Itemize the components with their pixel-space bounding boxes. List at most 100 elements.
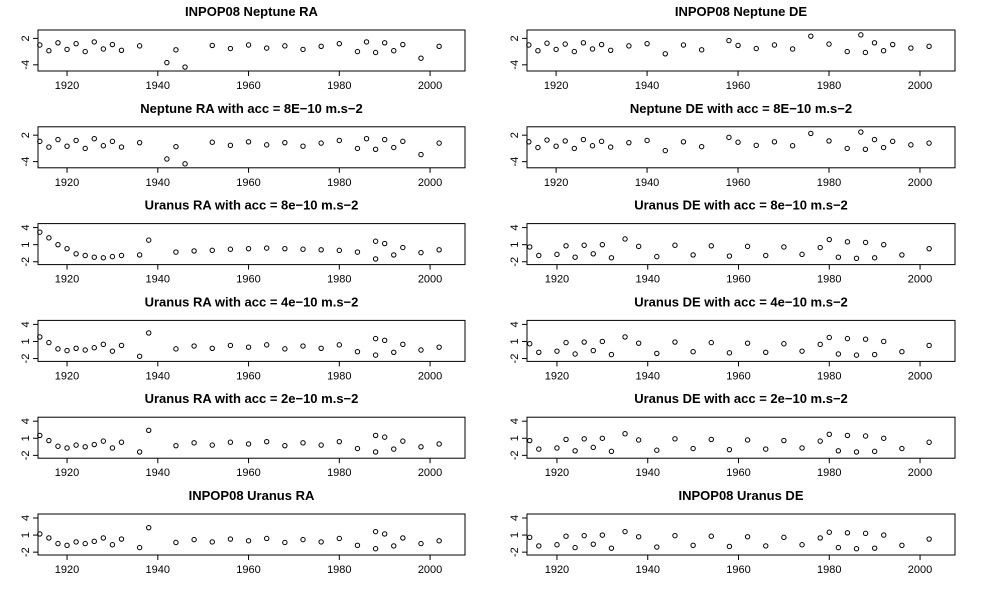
- point: [526, 42, 532, 48]
- point: [926, 140, 932, 146]
- point: [318, 140, 324, 146]
- point: [372, 528, 379, 535]
- point: [862, 433, 869, 439]
- point: [817, 244, 823, 251]
- point: [572, 448, 578, 454]
- point: [589, 46, 596, 52]
- x-tick-label: 1960: [236, 177, 260, 189]
- point: [744, 243, 751, 250]
- point: [563, 243, 569, 249]
- point: [209, 539, 215, 545]
- point: [826, 138, 832, 144]
- y-tick-label: -4: [20, 157, 32, 167]
- point: [662, 147, 668, 154]
- point: [118, 47, 125, 53]
- x-tick-label: 1980: [327, 80, 351, 92]
- point: [599, 241, 606, 248]
- point: [763, 543, 769, 549]
- x-tick-label: 1920: [55, 177, 79, 189]
- point: [354, 542, 361, 549]
- point: [535, 144, 541, 151]
- plot-frame: [37, 126, 466, 169]
- point: [844, 335, 851, 342]
- point: [400, 41, 406, 48]
- point: [400, 438, 406, 444]
- point: [881, 338, 887, 345]
- x-tick-label: 2000: [418, 80, 442, 92]
- x-tick-label: 1980: [327, 564, 351, 576]
- x-tick-label: 1940: [146, 177, 170, 189]
- point: [109, 542, 116, 548]
- x-tick-label: 1920: [544, 177, 568, 189]
- panel-title: INPOP08 Neptune DE: [675, 4, 808, 19]
- point: [808, 33, 814, 39]
- x-tick-label: 1960: [726, 564, 750, 576]
- x-tick-label: 2000: [908, 370, 932, 382]
- point: [227, 439, 234, 445]
- point: [100, 535, 107, 541]
- point: [880, 48, 887, 54]
- y-tick-label: 1: [509, 532, 521, 538]
- point: [37, 432, 43, 439]
- point: [173, 442, 179, 449]
- x-tick-label: 1960: [726, 80, 750, 92]
- point: [826, 41, 832, 47]
- point: [690, 445, 696, 452]
- point: [372, 432, 379, 439]
- point: [608, 448, 615, 455]
- point: [73, 442, 79, 448]
- panel-title: INPOP08 Uranus DE: [679, 488, 804, 503]
- point: [862, 146, 869, 152]
- x-tick-label: 1980: [327, 177, 351, 189]
- x-tick-label: 1980: [817, 274, 841, 286]
- point: [118, 144, 125, 150]
- point: [572, 351, 578, 357]
- point: [37, 42, 43, 48]
- point: [581, 436, 587, 442]
- x-tick-label: 1980: [817, 467, 841, 479]
- point: [536, 543, 542, 549]
- point: [672, 436, 678, 442]
- panel-title: Neptune RA with acc = 8E−10 m.s−2: [140, 101, 362, 116]
- point: [744, 534, 751, 540]
- point: [354, 48, 361, 55]
- point: [527, 244, 533, 250]
- point: [626, 139, 632, 146]
- point: [146, 330, 152, 336]
- point: [853, 449, 860, 455]
- point: [908, 142, 914, 148]
- point: [698, 47, 705, 53]
- point: [680, 139, 687, 145]
- point: [391, 252, 397, 258]
- point: [572, 254, 578, 260]
- point: [381, 240, 388, 247]
- point: [336, 40, 343, 47]
- panel-title: INPOP08 Neptune RA: [185, 4, 319, 19]
- point: [91, 441, 97, 448]
- x-tick-label: 1920: [55, 80, 79, 92]
- point: [436, 538, 442, 544]
- point: [781, 244, 787, 250]
- point: [336, 535, 343, 542]
- point: [418, 249, 424, 256]
- point: [553, 46, 559, 53]
- plot-frame: [526, 319, 956, 362]
- point: [118, 536, 125, 542]
- x-tick-label: 1940: [635, 80, 659, 92]
- x-tick-label: 2000: [418, 370, 442, 382]
- point: [571, 145, 578, 152]
- point: [245, 139, 252, 145]
- point: [55, 136, 61, 143]
- point: [735, 139, 741, 145]
- point: [227, 246, 234, 252]
- point: [264, 245, 270, 251]
- x-tick-label: 1920: [55, 370, 79, 382]
- point: [282, 346, 288, 352]
- point: [844, 530, 851, 536]
- panel-title: Uranus RA with acc = 8e−10 m.s−2: [145, 198, 359, 213]
- point: [354, 349, 361, 355]
- point: [418, 347, 424, 353]
- point: [381, 136, 388, 143]
- plot-frame: [526, 223, 956, 266]
- point: [607, 47, 614, 53]
